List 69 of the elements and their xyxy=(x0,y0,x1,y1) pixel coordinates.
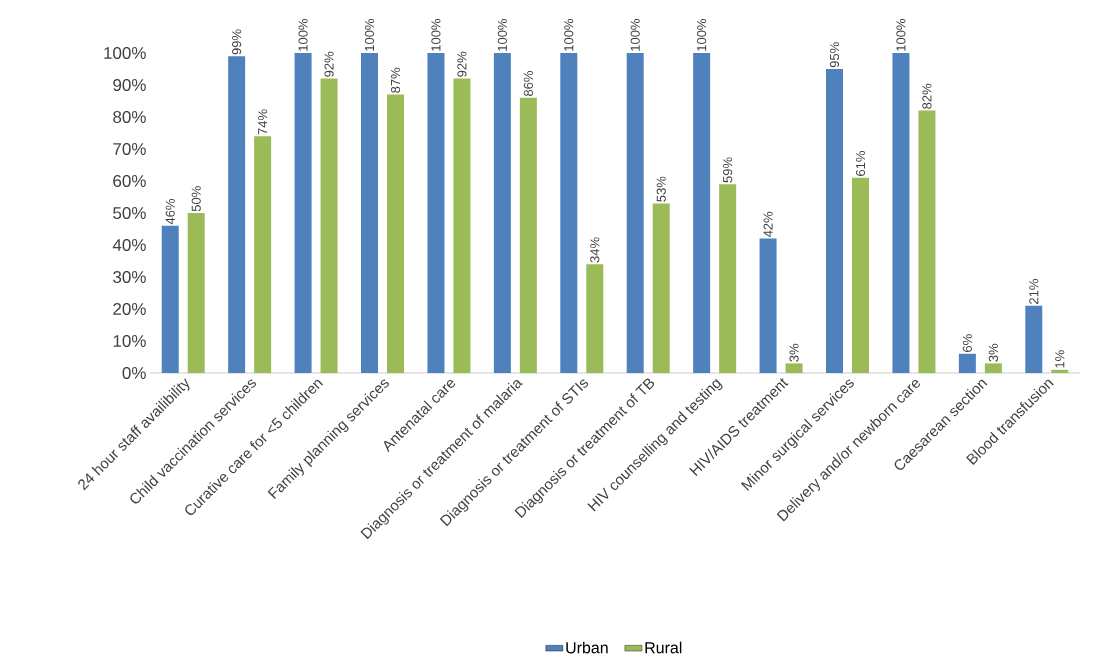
data-label: 95% xyxy=(829,42,840,68)
data-label: 46% xyxy=(165,199,175,225)
bar xyxy=(187,212,205,373)
data-label: 100% xyxy=(697,19,707,51)
bar xyxy=(626,52,644,373)
data-label: 50% xyxy=(191,186,201,212)
bar xyxy=(918,110,936,373)
bar xyxy=(719,184,737,373)
data-label: 3% xyxy=(789,343,799,362)
data-label: 92% xyxy=(457,51,467,77)
bar xyxy=(519,97,537,373)
data-label: 86% xyxy=(523,71,533,97)
bar xyxy=(892,52,910,373)
bar xyxy=(361,52,379,373)
data-label: 34% xyxy=(590,237,600,263)
bar xyxy=(958,353,976,373)
data-label: 42% xyxy=(763,211,773,238)
data-label: 53% xyxy=(656,176,666,202)
data-label: 99% xyxy=(232,29,242,55)
bar xyxy=(493,52,511,373)
legend-label: Rural xyxy=(645,641,682,654)
data-label: 6% xyxy=(962,334,972,352)
bar xyxy=(387,94,405,373)
data-label: 3% xyxy=(988,343,998,362)
y-tick-label: 40% xyxy=(112,238,146,252)
data-label: 100% xyxy=(298,19,308,51)
y-tick-label: 60% xyxy=(113,174,146,188)
bar xyxy=(427,52,445,373)
bar xyxy=(254,136,272,373)
legend-label: Urban xyxy=(566,641,608,654)
data-label: 74% xyxy=(258,109,268,135)
y-tick-label: 50% xyxy=(113,206,146,220)
data-label: 1% xyxy=(1055,350,1065,368)
data-label: 100% xyxy=(896,19,906,51)
bar xyxy=(560,52,578,373)
y-tick-label: 10% xyxy=(113,334,146,348)
data-label: 100% xyxy=(630,19,640,51)
bar xyxy=(652,203,670,373)
bar xyxy=(759,238,777,373)
y-tick-label: 30% xyxy=(113,270,146,284)
data-label: 61% xyxy=(855,151,866,176)
bar xyxy=(294,52,312,373)
bar xyxy=(586,264,604,373)
bar xyxy=(1025,305,1043,373)
data-label: 21% xyxy=(1029,279,1039,304)
data-label: 82% xyxy=(922,83,932,109)
data-label: 100% xyxy=(364,19,375,51)
bar xyxy=(785,363,803,373)
y-tick-label: 100% xyxy=(104,46,146,60)
bar xyxy=(693,52,711,373)
bar xyxy=(161,225,179,373)
data-label: 100% xyxy=(564,19,574,51)
y-tick-label: 90% xyxy=(113,78,146,92)
data-label: 87% xyxy=(390,67,401,93)
data-label: 92% xyxy=(324,51,334,77)
bar xyxy=(826,68,843,373)
bar xyxy=(852,177,869,373)
bar xyxy=(453,78,471,373)
data-label: 100% xyxy=(497,19,507,51)
bar xyxy=(1051,369,1069,373)
bar xyxy=(320,78,338,373)
bar xyxy=(984,363,1002,373)
bar xyxy=(228,56,246,373)
data-label: 100% xyxy=(431,19,441,51)
y-tick-label: 80% xyxy=(113,110,146,124)
y-tick-label: 20% xyxy=(113,302,146,316)
y-tick-label: 0% xyxy=(122,366,146,380)
y-tick-label: 70% xyxy=(113,142,146,156)
data-label: 59% xyxy=(723,157,733,183)
